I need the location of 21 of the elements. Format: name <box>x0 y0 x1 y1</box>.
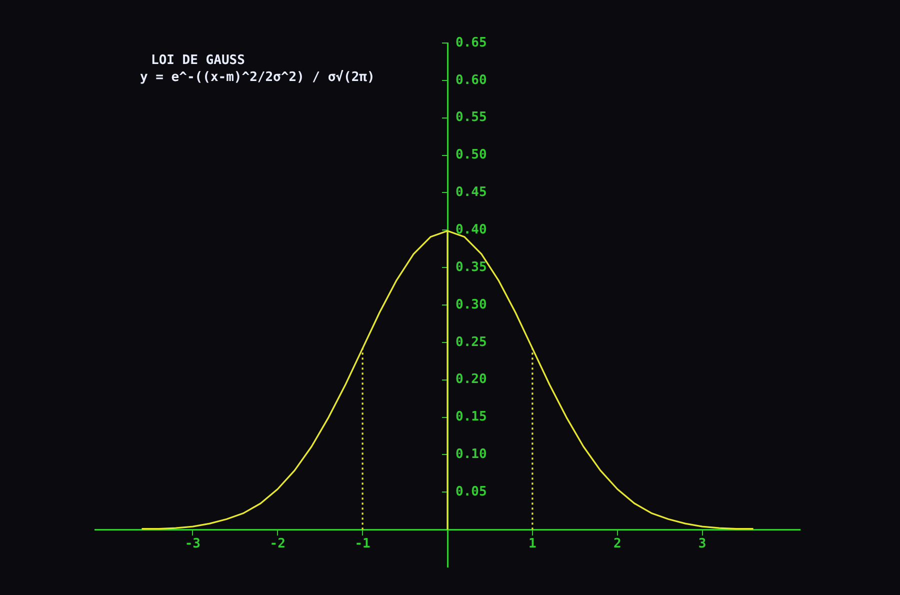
x-tick-label: 3 <box>698 536 706 552</box>
x-tick-label: -3 <box>184 536 201 552</box>
y-tick-label: 0.45 <box>456 185 487 200</box>
y-tick-label: 0.05 <box>456 484 487 500</box>
y-tick-label: 0.40 <box>456 222 487 238</box>
y-tick-label: 0.35 <box>456 260 487 275</box>
y-tick-label: 0.60 <box>456 72 487 88</box>
text: y = e^-((x-m)^2/2σ^2) / σ√(2π) <box>140 69 375 86</box>
x-tick-label: 1 <box>528 536 537 552</box>
x-tick-label: -2 <box>270 536 286 552</box>
y-tick-label: 0.50 <box>456 148 487 163</box>
y-tick-label: 0.10 <box>456 447 487 462</box>
y-tick-label: 0.55 <box>456 110 487 126</box>
y-tick-label: 0.30 <box>456 297 487 312</box>
y-tick-label: 0.20 <box>456 372 487 388</box>
x-tick-label: -1 <box>354 536 371 552</box>
y-tick-label: 0.25 <box>456 334 487 350</box>
x-tick-label: 2 <box>613 536 622 552</box>
y-tick-label: 0.65 <box>456 35 487 50</box>
text: LOI DE GAUSS <box>150 52 246 69</box>
y-tick-label: 0.15 <box>456 410 487 425</box>
